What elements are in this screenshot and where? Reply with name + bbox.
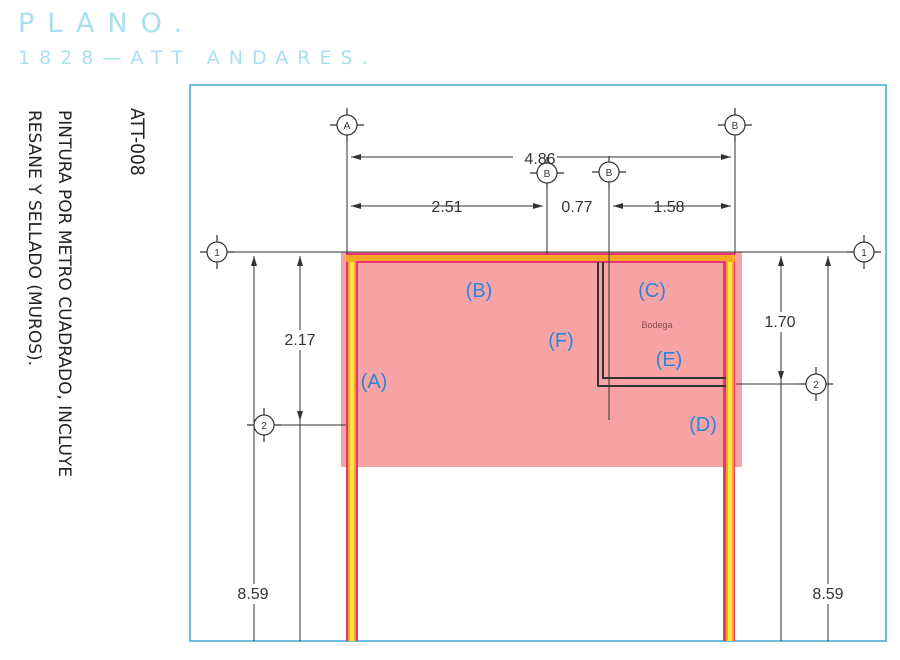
grid-bubble-b-inner: B — [592, 156, 626, 188]
wall-label-c: (C) — [638, 280, 666, 302]
dim-segment-2: 0.77 — [561, 199, 592, 216]
top-wall-orange — [346, 254, 735, 262]
svg-text:B: B — [544, 169, 551, 180]
dim-bg-right-total — [805, 584, 851, 604]
highlighted-area — [341, 252, 742, 467]
dim-bg-left-total — [230, 584, 276, 604]
grid-bubble-2-left: 2 — [247, 408, 281, 442]
plan-subtitle: 1828—ATT ANDARES. — [18, 47, 377, 69]
dim-bg-right — [758, 312, 802, 332]
svg-text:2: 2 — [261, 421, 267, 432]
dimension-arrows — [251, 154, 831, 421]
wall-label-e: (E) — [656, 349, 683, 371]
grid-bubble-1-right: 1 — [847, 235, 881, 269]
svg-text:1: 1 — [861, 248, 867, 259]
right-wall-yellow — [728, 258, 732, 641]
dim-left-vertical: 2.17 — [284, 332, 315, 349]
wall-label-b: (B) — [466, 280, 493, 302]
left-wall-yellow — [350, 258, 354, 641]
svg-text:B: B — [606, 168, 613, 179]
dim-right-vertical: 1.70 — [764, 314, 795, 331]
bodega-wall-outer — [597, 262, 726, 387]
dim-left-total: 8.59 — [237, 586, 268, 603]
wall-label-d: (D) — [689, 414, 717, 436]
grid-bubble-a: A — [330, 108, 364, 142]
grid-bubble-2-right: 2 — [799, 367, 833, 401]
svg-text:B: B — [732, 121, 739, 132]
grid-bubble-b-mid: B — [530, 157, 564, 189]
dim-segment-3: 1.58 — [653, 199, 684, 216]
grid-bubble-b-right: B — [718, 108, 752, 142]
svg-text:A: A — [344, 121, 351, 132]
dim-segment-1: 2.51 — [431, 199, 462, 216]
plan-title: PLANO. — [18, 8, 196, 39]
wall-label-a: (A) — [361, 371, 388, 393]
dim-bg-left — [278, 330, 322, 350]
svg-text:1: 1 — [214, 248, 220, 259]
dim-bg-overall — [513, 149, 557, 166]
grid-bubble-1-left: 1 — [200, 235, 234, 269]
wall-label-f: (F) — [548, 330, 574, 352]
svg-text:2: 2 — [813, 380, 819, 391]
bodega-wall-inner — [602, 262, 726, 379]
room-label-bodega: Bodega — [641, 320, 672, 330]
dim-right-total: 8.59 — [812, 586, 843, 603]
